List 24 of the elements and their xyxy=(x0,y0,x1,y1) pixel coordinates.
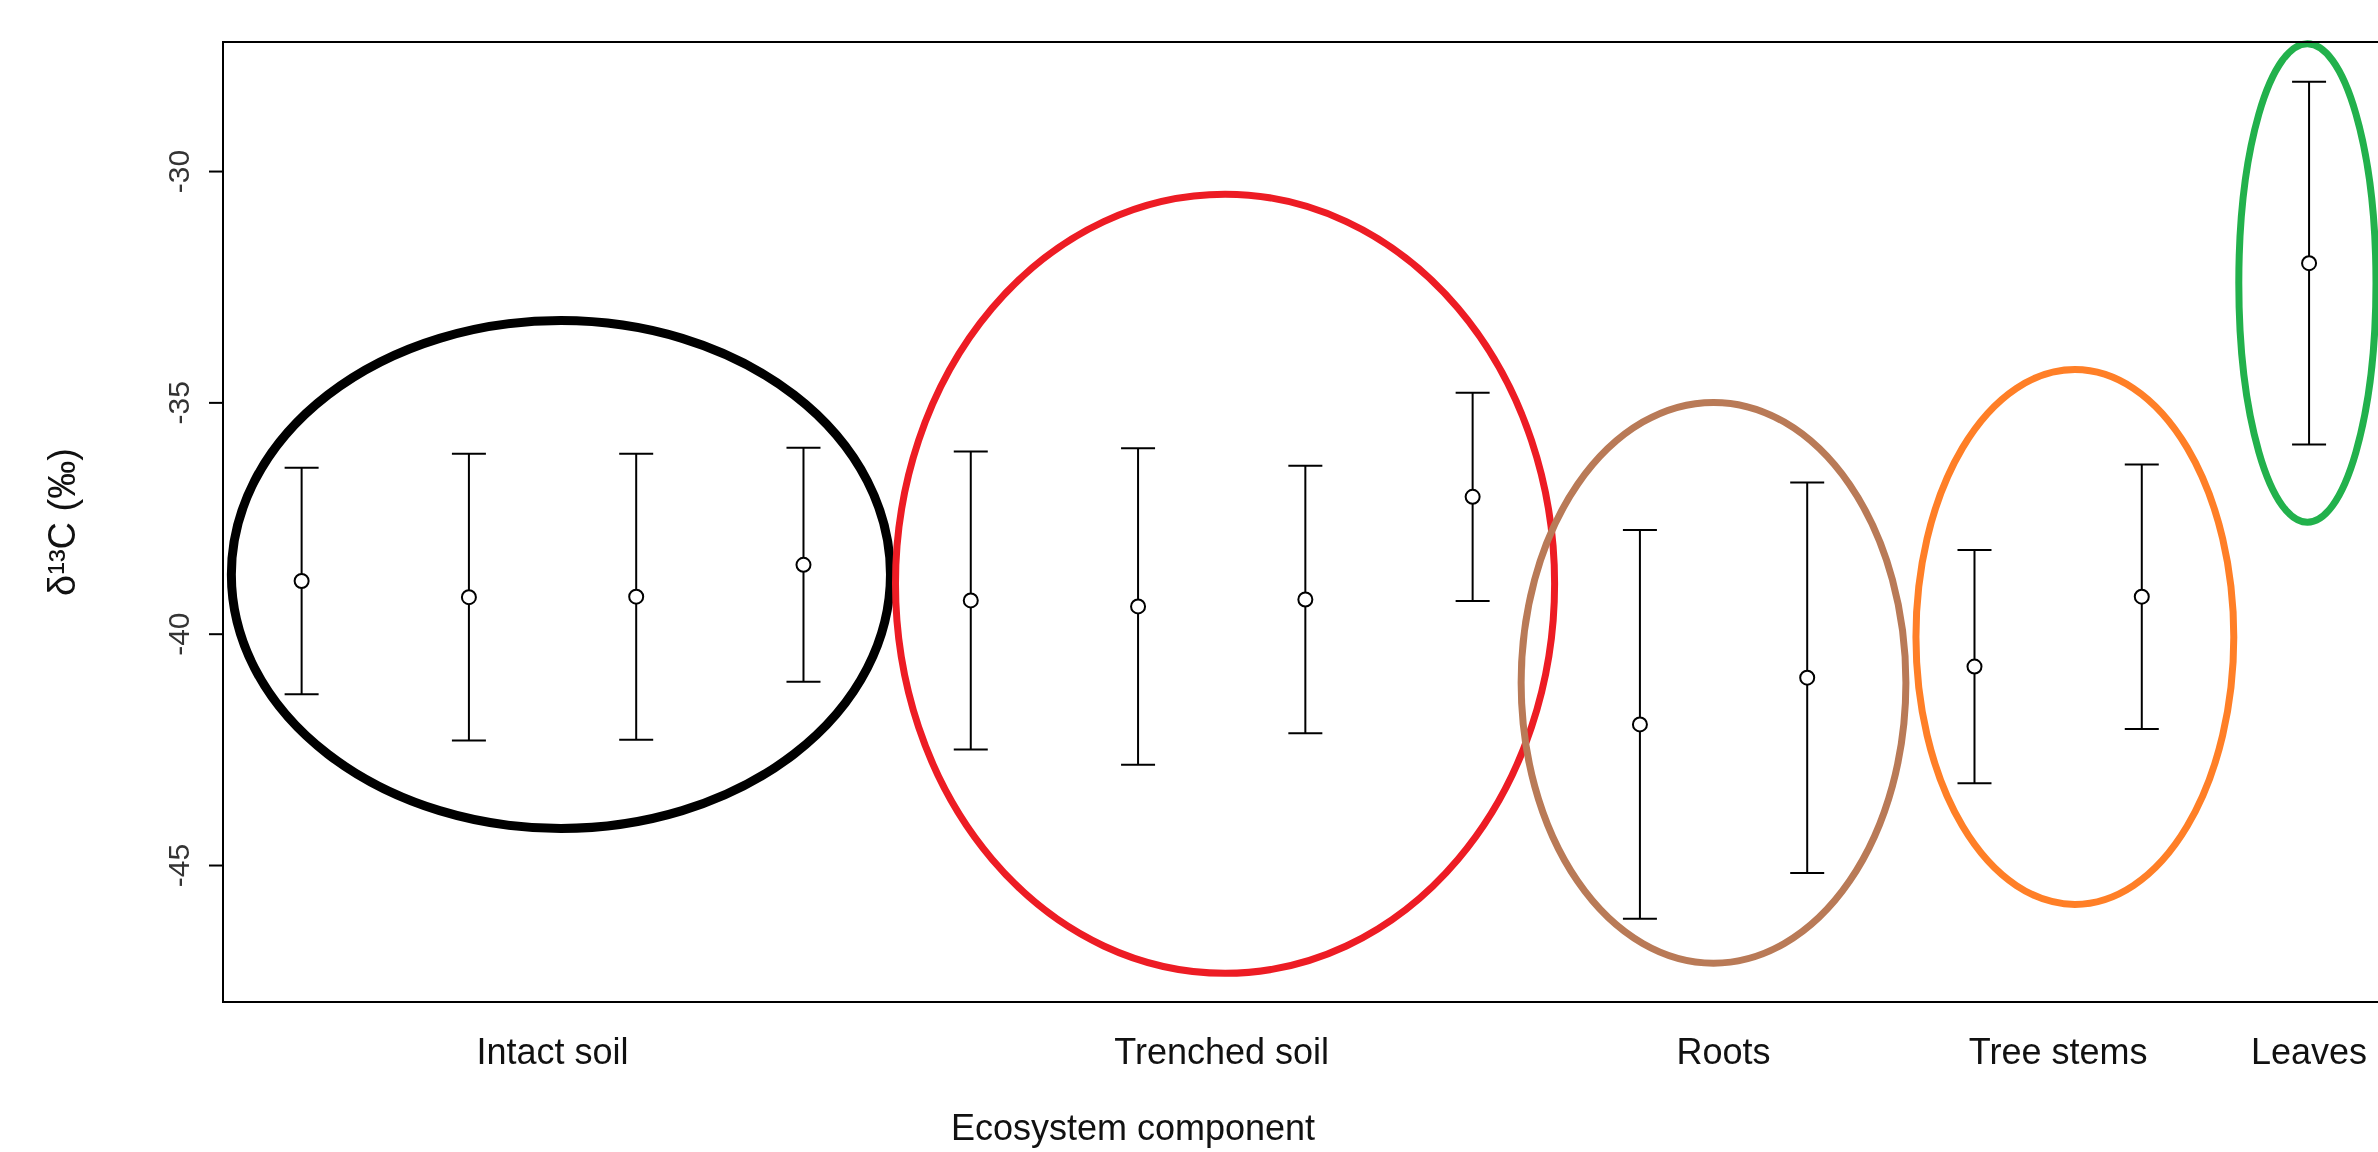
point xyxy=(1130,598,1147,615)
y-tick-label: -45 xyxy=(162,843,195,888)
point xyxy=(1297,591,1314,608)
point xyxy=(2133,588,2150,605)
x-tick-label: Leaves xyxy=(2251,1031,2368,1072)
point xyxy=(293,572,310,589)
point xyxy=(795,556,812,573)
y-tick-label: -30 xyxy=(162,149,195,194)
point xyxy=(628,588,645,605)
x-tick-label: Intact soil xyxy=(476,1031,629,1072)
x-tick-label: Roots xyxy=(1676,1031,1771,1072)
point xyxy=(2301,255,2318,272)
y-axis-title: δ¹³C (‰) xyxy=(41,448,83,596)
point xyxy=(1966,658,1983,675)
point xyxy=(1464,488,1481,505)
point xyxy=(962,592,979,609)
x-tick-label: Trenched soil xyxy=(1114,1031,1330,1072)
x-axis-title: Ecosystem component xyxy=(950,1107,1316,1148)
point xyxy=(1799,669,1816,686)
point xyxy=(1631,716,1648,733)
y-tick-label: -35 xyxy=(162,381,195,425)
point xyxy=(460,589,477,606)
x-tick-label: Tree stems xyxy=(1968,1031,2148,1072)
y-tick-label: -40 xyxy=(162,612,195,656)
